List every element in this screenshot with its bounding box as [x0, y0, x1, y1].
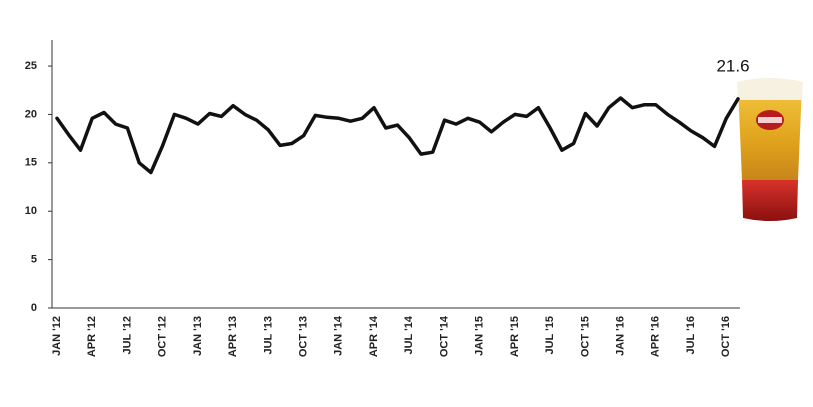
x-tick-label: OCT '14	[438, 315, 450, 357]
y-tick-label: 25	[25, 60, 37, 72]
data-label: 21.6	[716, 56, 749, 75]
x-tick-label: JAN '12	[51, 316, 63, 356]
x-tick-label: JAN '16	[614, 316, 626, 356]
x-tick-label: APR '16	[650, 316, 662, 357]
x-tick-label: OCT '16	[720, 316, 732, 357]
x-tick-label: JUL '15	[544, 316, 556, 355]
y-tick-label: 5	[31, 254, 37, 266]
x-tick-label: JUL '12	[121, 316, 133, 355]
x-tick-label: JUL '16	[685, 316, 697, 355]
x-tick-label: JUL '14	[403, 315, 415, 354]
x-tick-label: JAN '15	[474, 316, 486, 356]
x-tick-label: JAN '14	[333, 315, 345, 356]
x-tick-label: APR '12	[86, 316, 98, 357]
x-tick-label: OCT '15	[579, 316, 591, 357]
x-tick-label: OCT '12	[157, 316, 169, 357]
x-tick-label: OCT '13	[297, 316, 309, 357]
line-series	[55, 96, 740, 175]
y-tick-label: 20	[25, 108, 37, 120]
beer-glass	[737, 78, 803, 221]
x-tick-label: JUL '13	[262, 316, 274, 355]
x-tick-label: APR '13	[227, 316, 239, 357]
x-tick-label: APR '14	[368, 315, 380, 357]
x-tick-label: APR '15	[509, 316, 521, 357]
x-tick-label: JAN '13	[192, 316, 204, 356]
y-tick-label: 0	[31, 302, 37, 314]
y-tick-label: 15	[25, 157, 37, 169]
y-tick-label: 10	[25, 205, 37, 217]
